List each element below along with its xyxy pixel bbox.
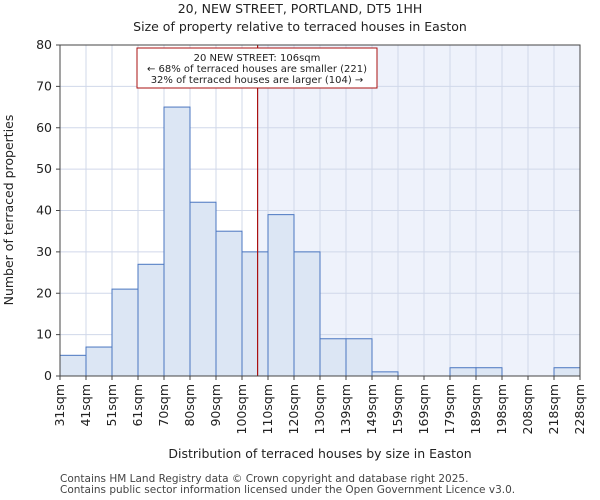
x-tick-120sqm: 120sqm	[286, 384, 301, 434]
footer-line-1: Contains HM Land Registry data © Crown c…	[60, 473, 469, 485]
y-tick-10: 10	[36, 327, 52, 342]
x-tick-130sqm: 130sqm	[312, 384, 327, 434]
y-tick-80: 80	[36, 37, 52, 52]
bar-80sqm	[189, 201, 217, 377]
x-tick-110sqm: 110sqm	[260, 384, 275, 434]
x-tick-228sqm: 228sqm	[572, 384, 587, 434]
x-tick-208sqm: 208sqm	[520, 384, 535, 434]
annotation-frame	[136, 47, 378, 89]
x-tick-51sqm: 51sqm	[104, 384, 119, 427]
bar-31sqm	[59, 354, 87, 377]
x-tick-61sqm: 61sqm	[130, 384, 145, 427]
x-tick-100sqm: 100sqm	[234, 384, 249, 434]
bar-179sqm	[449, 367, 477, 377]
y-tick-20: 20	[36, 285, 52, 300]
bars	[59, 106, 581, 377]
bar-149sqm	[371, 371, 399, 377]
y-tick-60: 60	[36, 120, 52, 135]
x-tick-80sqm: 80sqm	[182, 384, 197, 427]
y-tick-70: 70	[36, 78, 52, 93]
footer-line-2: Contains public sector information licen…	[60, 484, 516, 496]
x-tick-90sqm: 90sqm	[208, 384, 223, 427]
x-tick-139sqm: 139sqm	[338, 384, 353, 434]
x-tick-189sqm: 189sqm	[468, 384, 483, 434]
y-tick-50: 50	[36, 161, 52, 176]
x-tick-198sqm: 198sqm	[494, 384, 509, 434]
x-tick-179sqm: 179sqm	[442, 384, 457, 434]
x-tick-31sqm: 31sqm	[52, 384, 67, 427]
y-tick-40: 40	[36, 203, 52, 218]
annotation-line-2: ← 68% of terraced houses are smaller (22…	[147, 64, 367, 75]
bar-139sqm	[345, 338, 373, 377]
y-axis-label: Number of terraced properties	[1, 115, 16, 306]
bar-100sqm	[241, 251, 269, 377]
y-tick-labels: 0 10 20 30 40 50 60 70 80	[36, 37, 60, 383]
chart-title: 20, NEW STREET, PORTLAND, DT5 1HH	[178, 1, 423, 16]
bar-51sqm	[111, 288, 139, 377]
annotation-line-3: 32% of terraced houses are larger (104) …	[151, 75, 364, 86]
bar-90sqm	[215, 230, 243, 377]
bar-61sqm	[137, 263, 165, 377]
x-tick-labels: 31sqm 41sqm 51sqm 61sqm 70sqm 80sqm 90sqm 100sq…	[52, 376, 587, 434]
y-tick-0: 0	[44, 368, 52, 383]
annotation-line-1: 20 NEW STREET: 106sqm	[194, 53, 321, 64]
x-tick-159sqm: 159sqm	[390, 384, 405, 434]
annotation-box: 20 NEW STREET: 106sqm ← 68% of terraced …	[136, 47, 378, 89]
bar-218sqm	[553, 367, 581, 377]
chart-subtitle: Size of property relative to terraced ho…	[133, 19, 467, 34]
y-tick-30: 30	[36, 244, 52, 259]
x-tick-218sqm: 218sqm	[546, 384, 561, 434]
x-axis-label: Distribution of terraced houses by size …	[168, 446, 471, 461]
bar-120sqm	[293, 251, 321, 377]
x-tick-169sqm: 169sqm	[416, 384, 431, 434]
bar-70sqm	[163, 106, 191, 377]
bar-110sqm	[267, 214, 295, 377]
bar-41sqm	[85, 346, 113, 377]
x-tick-41sqm: 41sqm	[78, 384, 93, 427]
x-tick-70sqm: 70sqm	[156, 384, 171, 427]
bar-130sqm	[319, 338, 347, 377]
bar-189sqm	[475, 367, 503, 377]
x-tick-149sqm: 149sqm	[364, 384, 379, 434]
